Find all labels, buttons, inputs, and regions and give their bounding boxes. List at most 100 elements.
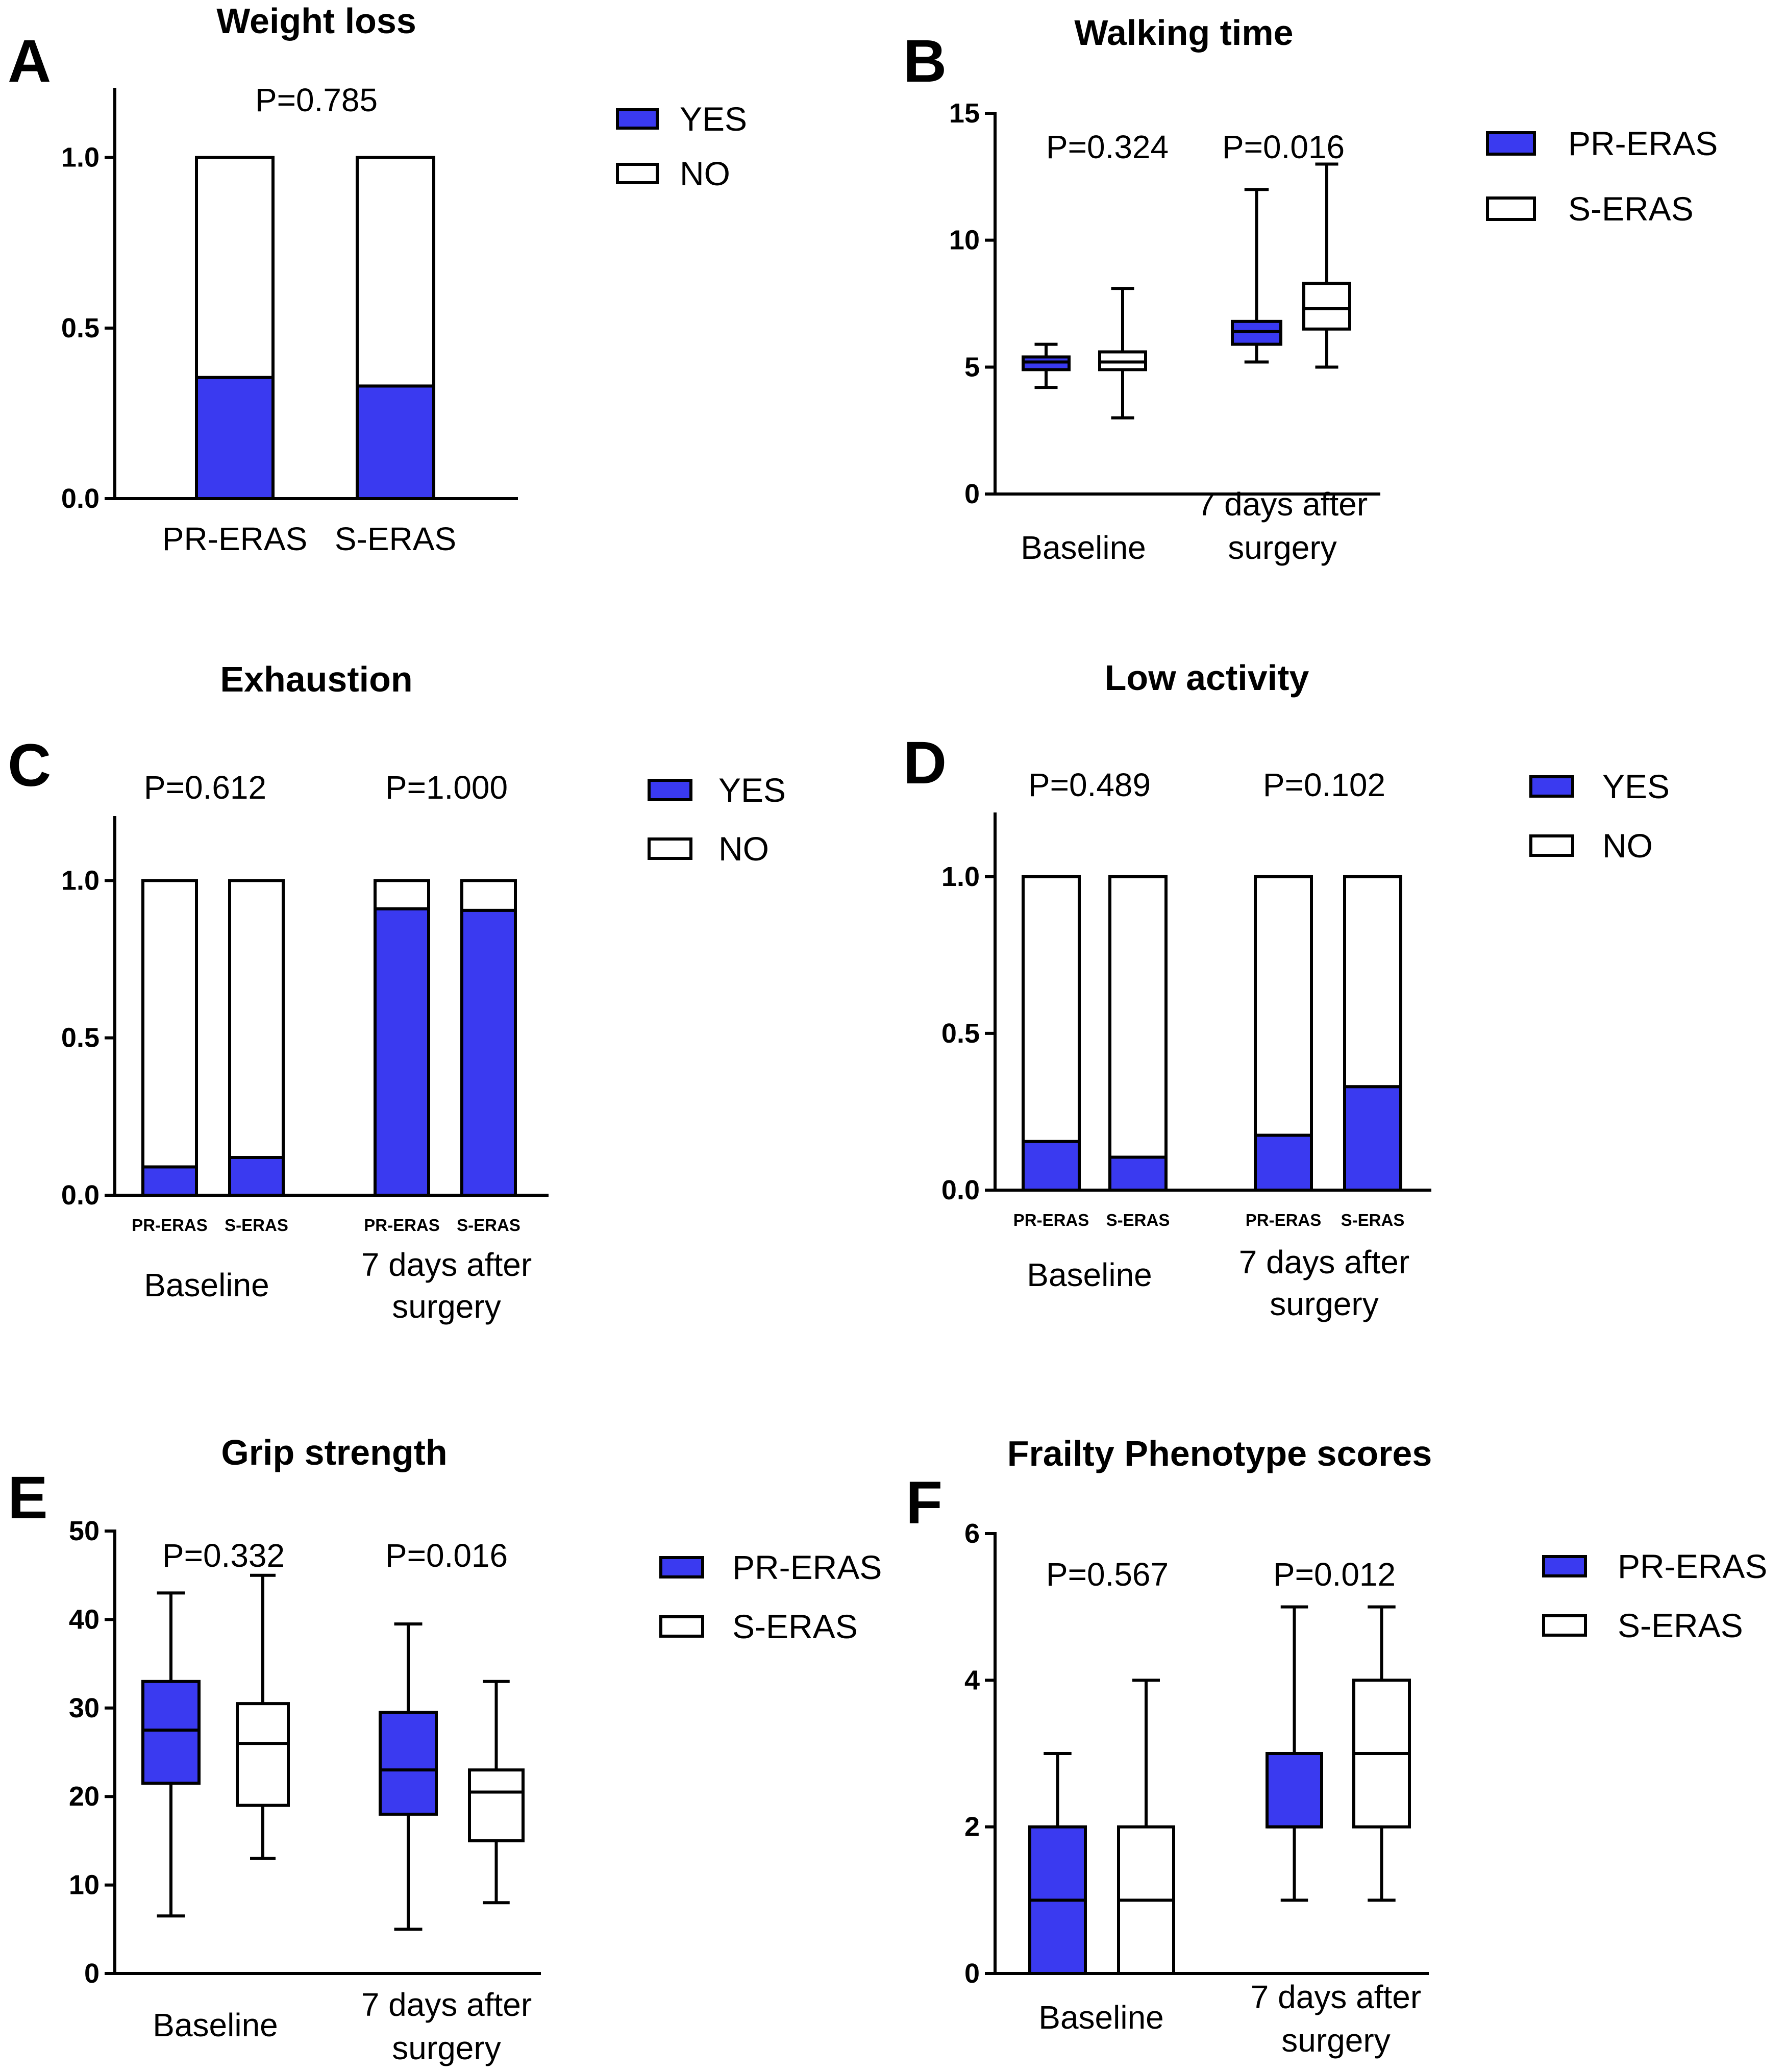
panel-letter: B: [903, 28, 947, 95]
panel-d: D Low activity 0.0 0.5 1.0 P=0.489 P=0.102 PR-E…: [903, 658, 1670, 1322]
legend-swatch: [617, 110, 657, 128]
panel-letter: F: [906, 1469, 942, 1537]
legend-swatch: [1487, 198, 1534, 219]
chart-title: Grip strength: [221, 1433, 447, 1472]
legend-label: S-ERAS: [1568, 190, 1694, 228]
bar-segment-yes: [462, 910, 515, 1195]
box-iqr: [237, 1704, 288, 1805]
bar-category-label: S-ERAS: [225, 1216, 288, 1235]
group-label: 7 days after: [361, 1986, 532, 2023]
chart-title: Exhaustion: [220, 659, 412, 699]
panel-c: C Exhaustion 0.0 0.5 1.0 P=0.612 P=1.000 PR-ERA…: [8, 659, 786, 1325]
group-label: surgery: [392, 2030, 501, 2066]
legend-label: PR-ERAS: [1568, 125, 1718, 162]
p-value-label: P=0.016: [385, 1537, 508, 1574]
y-tick-label: 10: [949, 225, 980, 256]
chart-title: Weight loss: [216, 1, 416, 41]
legend-label: PR-ERAS: [732, 1548, 882, 1586]
y-tick-label: 0: [84, 1958, 100, 1989]
legend-swatch: [1544, 1616, 1585, 1635]
group-label: 7 days after: [1197, 486, 1368, 523]
bar-category-label: PR-ERAS: [132, 1216, 208, 1235]
legend-label: PR-ERAS: [1618, 1547, 1767, 1585]
legend-label: S-ERAS: [1618, 1607, 1743, 1644]
y-tick-label: 0.5: [941, 1018, 980, 1049]
panel-letter: A: [8, 28, 51, 95]
legend-swatch: [661, 1617, 703, 1636]
box-iqr: [143, 1682, 199, 1783]
y-tick-label: 6: [964, 1518, 980, 1549]
group-label: Baseline: [1038, 1999, 1164, 2036]
bar-segment-no: [1345, 877, 1401, 1087]
bar-segment-no: [357, 158, 434, 386]
y-tick-label: 50: [69, 1516, 100, 1546]
y-tick-label: 0.0: [941, 1175, 980, 1205]
bar-segment-no: [1110, 877, 1166, 1157]
bar-segment-yes: [1110, 1157, 1166, 1190]
y-tick-label: 0.0: [61, 483, 100, 514]
y-tick-label: 0.0: [61, 1180, 100, 1211]
panel-e: E Grip strength 0 10 20 30 40 50 P=0.332 P=0.016 B…: [8, 1433, 882, 2066]
p-value-label: P=1.000: [385, 769, 508, 806]
bar-category-label: S-ERAS: [1106, 1211, 1170, 1229]
bar-segment-no: [1023, 877, 1079, 1142]
group-label: Baseline: [144, 1267, 269, 1303]
y-tick-label: 0: [964, 1958, 980, 1989]
legend-label: YES: [718, 771, 786, 809]
legend-swatch: [1531, 836, 1573, 855]
bar-category-label: PR-ERAS: [162, 521, 308, 557]
legend-label: YES: [1602, 768, 1670, 805]
legend-swatch: [1544, 1557, 1585, 1576]
bar-category-label: PR-ERAS: [1013, 1211, 1089, 1229]
panel-letter: E: [8, 1464, 48, 1532]
group-label: Baseline: [153, 2007, 278, 2043]
chart-title: Frailty Phenotype scores: [1007, 1434, 1432, 1473]
bar-segment-yes: [375, 909, 429, 1195]
y-tick-label: 0.5: [61, 1023, 100, 1053]
legend-label: YES: [680, 100, 747, 138]
panel-a: A Weight loss 0.0 0.5 1.0 P=0.785 PR-ERAS S-ERA…: [8, 1, 747, 557]
legend-label: NO: [680, 155, 730, 192]
box-iqr: [1304, 283, 1350, 329]
bar-category-label: PR-ERAS: [1246, 1211, 1322, 1229]
bar-segment-yes: [230, 1157, 283, 1195]
y-tick-label: 1.0: [61, 865, 100, 896]
legend-swatch: [617, 164, 657, 183]
legend-swatch: [1487, 133, 1534, 154]
group-label: surgery: [1281, 2022, 1390, 2059]
box-iqr: [1267, 1754, 1322, 1827]
group-label: surgery: [1270, 1286, 1378, 1322]
bar-segment-yes: [143, 1167, 196, 1196]
legend-label: NO: [1602, 827, 1653, 865]
p-value-label: P=0.102: [1263, 767, 1385, 803]
box-iqr: [469, 1770, 523, 1841]
legend-label: NO: [718, 830, 769, 868]
bar-segment-no: [143, 880, 196, 1167]
group-label: surgery: [1228, 529, 1336, 566]
group-label: 7 days after: [1239, 1244, 1409, 1280]
y-tick-label: 30: [69, 1693, 100, 1723]
bar-segment-yes: [1255, 1136, 1311, 1190]
group-label: 7 days after: [1251, 1979, 1421, 2015]
panel-f: F Frailty Phenotype scores 0 2 4 6 P=0.567 P=0.…: [906, 1434, 1767, 2059]
group-label: 7 days after: [361, 1246, 532, 1283]
y-tick-label: 5: [964, 352, 980, 382]
legend-label: S-ERAS: [732, 1608, 858, 1645]
bar-category-label: S-ERAS: [457, 1216, 520, 1235]
bar-category-label: S-ERAS: [1341, 1211, 1405, 1229]
bar-segment-no: [196, 158, 273, 378]
group-label: Baseline: [1021, 529, 1146, 566]
box-iqr: [380, 1712, 436, 1814]
bar-segment-no: [1255, 877, 1311, 1136]
p-value-label: P=0.612: [144, 769, 266, 806]
y-tick-label: 1.0: [61, 142, 100, 173]
y-tick-label: 0.5: [61, 313, 100, 343]
bar-segment-yes: [1345, 1087, 1401, 1190]
y-tick-label: 20: [69, 1781, 100, 1812]
p-value-label: P=0.567: [1046, 1556, 1169, 1593]
p-value-label: P=0.012: [1273, 1556, 1396, 1593]
group-label: Baseline: [1027, 1256, 1152, 1293]
p-value-label: P=0.332: [162, 1537, 285, 1574]
figure-canvas: AWeight loss0.00.51.0P=0.785PR-ERAS S-ERA…: [0, 0, 1786, 2072]
bar-segment-yes: [196, 378, 273, 499]
